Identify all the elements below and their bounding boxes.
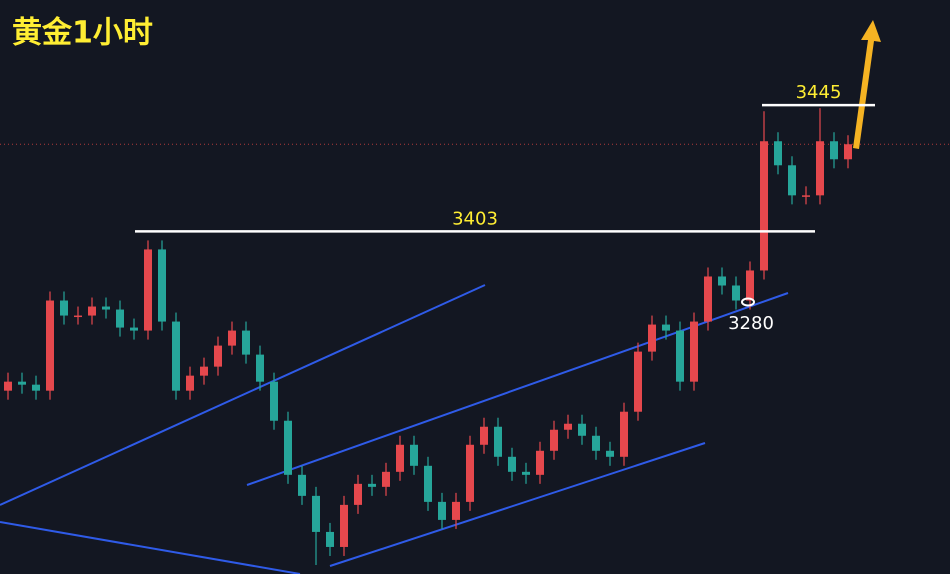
candle-body xyxy=(60,300,68,316)
candle-body xyxy=(200,366,208,376)
candle-body xyxy=(242,330,250,355)
candle-body xyxy=(550,429,558,451)
candle-body xyxy=(802,195,810,197)
candle-body xyxy=(662,324,670,331)
candle-body xyxy=(508,456,516,472)
candle-body xyxy=(424,465,432,502)
candle-body xyxy=(144,249,152,331)
candle-body xyxy=(284,420,292,475)
level-label: 3403 xyxy=(452,208,498,229)
candle-body xyxy=(270,381,278,421)
candle-body xyxy=(704,276,712,322)
candle-body xyxy=(592,435,600,451)
candle-body xyxy=(494,426,502,457)
support-label: 3280 xyxy=(728,313,774,334)
candle-body xyxy=(186,375,194,391)
candle-body xyxy=(746,270,754,301)
candle-body xyxy=(32,384,40,391)
candle-body xyxy=(718,276,726,286)
candle-body xyxy=(228,330,236,346)
candle-body xyxy=(396,444,404,472)
candle-body xyxy=(774,141,782,166)
candle-body xyxy=(74,315,82,318)
candle-body xyxy=(326,531,334,547)
candle-body xyxy=(480,426,488,445)
candle-body xyxy=(536,450,544,475)
candle-body xyxy=(788,165,796,196)
candle-body xyxy=(690,321,698,382)
candle-body xyxy=(368,483,376,487)
candle-body xyxy=(172,321,180,391)
candles xyxy=(0,108,950,565)
candle-body xyxy=(298,474,306,496)
candle-body xyxy=(312,495,320,532)
candle-body xyxy=(620,411,628,457)
candle-body xyxy=(634,351,642,412)
support-marker xyxy=(741,297,755,307)
candle-body xyxy=(214,345,222,367)
candle-body xyxy=(354,483,362,505)
candle-body xyxy=(18,381,26,385)
candle-body xyxy=(410,444,418,466)
candle-body xyxy=(760,141,768,271)
candle-body xyxy=(732,285,740,301)
candle-body xyxy=(606,450,614,457)
candle-body xyxy=(830,141,838,160)
candle-body xyxy=(648,324,656,352)
candle-body xyxy=(158,249,166,322)
candle-body xyxy=(452,501,460,520)
candle-body xyxy=(340,504,348,547)
candle-body xyxy=(844,144,852,160)
candle-body xyxy=(130,327,138,331)
candle-body xyxy=(102,306,110,310)
candle-body xyxy=(578,423,586,436)
candle-body xyxy=(46,300,54,391)
trend-line xyxy=(0,284,486,506)
candle-body xyxy=(564,423,572,430)
candle-body xyxy=(438,501,446,520)
chart-title: 黄金1小时 xyxy=(12,16,153,51)
up-arrow xyxy=(853,20,881,149)
candle-body xyxy=(4,381,12,391)
level-label: 3445 xyxy=(796,82,842,103)
candle-body xyxy=(676,330,684,382)
candle-body xyxy=(522,471,530,475)
candle-body xyxy=(466,444,474,502)
candle-body xyxy=(816,141,824,196)
candle-body xyxy=(116,309,124,328)
candle-body xyxy=(88,306,96,316)
trend-line xyxy=(329,442,706,567)
candle-body xyxy=(382,471,390,487)
trend-line xyxy=(0,521,301,574)
candle-body xyxy=(256,354,264,382)
